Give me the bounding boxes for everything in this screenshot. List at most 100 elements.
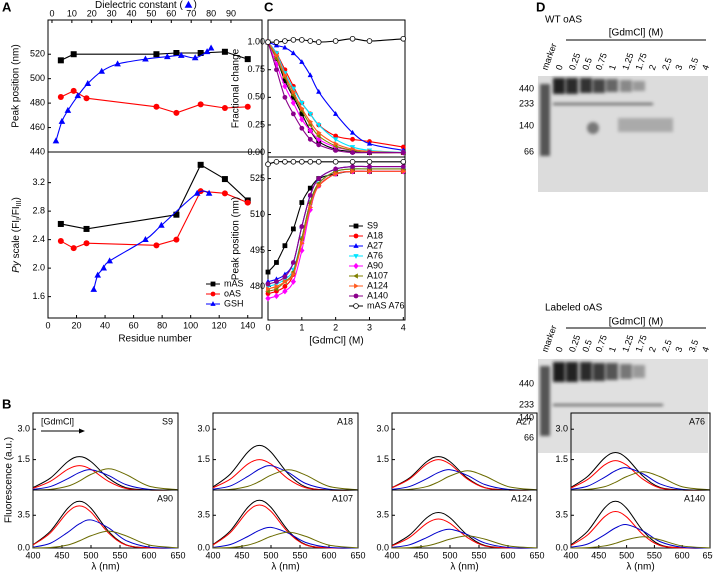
x-tick-label: 600 [675,550,690,560]
gel-title: Labeled oAS [545,303,603,314]
x-axis-label: [GdmCl] (M) [309,336,363,347]
marker [333,137,339,143]
y-tick-label: 0.50 [247,92,265,102]
x-tick-label: 0 [265,322,270,332]
mw-label: 140 [519,120,534,130]
marker [307,192,313,198]
marker [173,211,180,218]
marker [70,245,77,252]
marker [307,185,313,191]
y-tick-label: 3.5 [376,510,389,520]
y-tick-label: 1.5 [555,454,568,464]
marker [282,158,288,165]
series-line [570,460,711,491]
marker [282,38,288,44]
marker [273,39,280,45]
marker [244,103,251,110]
y-tick-label: 495 [250,245,265,255]
marker [400,150,406,155]
legend-label: mAS A76 [367,300,405,310]
x-tick-label: 3 [367,322,372,332]
series-line [391,511,538,549]
series-line [212,469,359,491]
panel-title: S9 [162,416,173,426]
series-line [32,468,179,491]
mw-label: 440 [519,378,534,388]
annotation: [GdmCl] [41,416,74,426]
marker [265,39,271,45]
marker [350,168,356,175]
marker [57,238,64,245]
marker [273,42,280,48]
y-tick-label: 2.0 [32,263,45,273]
x-axis-label: Residue number [118,334,192,345]
marker [142,236,149,243]
series-line [570,511,711,549]
y-axis-label: Py scale (FII/FIIII) [11,197,24,273]
y-tick-label: 2.4 [32,234,45,244]
legend-label: GSH [224,298,244,308]
x-tick-label: 1 [299,322,304,332]
marker [299,100,305,106]
panel-title: A107 [332,493,353,503]
marker [84,79,92,86]
marker [221,48,228,55]
marker [197,161,204,168]
x2-axis-label: Dielectric constant ( [95,0,183,11]
y-tick-label: 0.0 [555,542,568,552]
marker [57,94,64,100]
marker [367,164,372,169]
marker [307,127,313,134]
mw-label: 440 [519,83,534,93]
y-tick-label: 480 [250,281,265,291]
lane-label: 0 [554,63,565,71]
marker [307,158,314,165]
marker [282,279,288,285]
lane-label: 2 [647,345,658,353]
series-line [212,459,359,491]
y-tick-label: 0.0 [376,542,389,552]
marker [366,158,373,165]
marker [366,140,373,146]
x-axis-label: λ (nm) [450,562,478,573]
marker [307,136,313,142]
marker [265,281,271,287]
marker [153,103,160,110]
marker [83,225,90,232]
marker [308,119,314,125]
marker [274,52,280,58]
lane-label: 0.5 [580,56,594,71]
marker [193,189,201,196]
marker [290,260,296,265]
y-tick-label: 500 [30,73,45,83]
x-tick-label: 400 [384,550,399,560]
marker [349,129,356,135]
label-part: /FI [11,206,22,218]
lane-label: 2.5 [660,56,674,71]
marker [315,133,321,139]
x-tick-label: 500 [83,550,98,560]
series-line [212,526,359,549]
y-tick-label: 2.8 [32,206,45,216]
marker [282,94,288,100]
gel-bands [540,78,673,156]
x-tick-label: 450 [413,550,428,560]
marker [94,271,102,278]
marker [299,37,305,43]
gel [538,76,708,192]
x2-tick-label: 90 [226,8,236,18]
marker [266,286,271,292]
series-line [60,164,249,230]
x-tick-label: 400 [205,550,220,560]
series-line [570,524,711,549]
plot-frame [47,151,263,319]
marker [210,301,216,306]
x-tick-label: 600 [321,550,336,560]
y-tick-label: 3.5 [17,510,30,520]
marker [64,106,72,113]
series-line [570,467,711,491]
x-axis-label: λ (nm) [271,562,299,573]
marker [299,158,305,165]
label-part: Dielectric constant ( [95,0,183,11]
x-tick-label: 500 [263,550,278,560]
